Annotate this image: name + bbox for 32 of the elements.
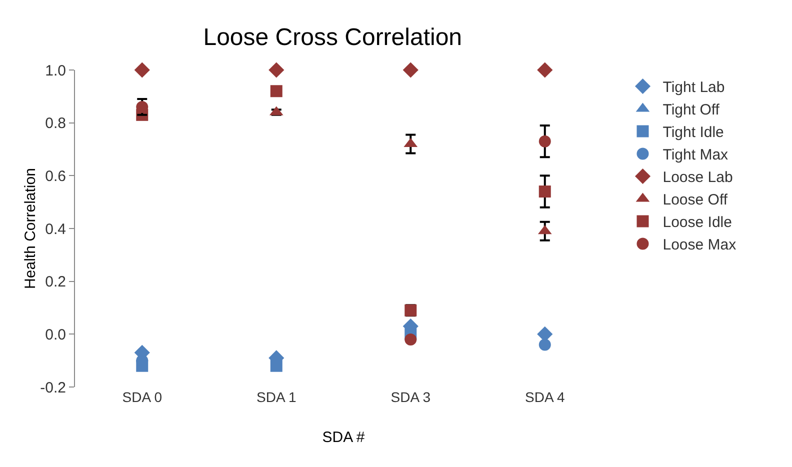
y-tick-label: 0.8 [45,115,66,132]
x-tick-label: SDA 1 [256,389,296,405]
y-tick-label: -0.2 [40,379,66,396]
legend-label: Tight Max [662,146,729,164]
y-axis-title: Health Correlation [22,168,39,289]
legend-label: Loose Off [662,192,728,209]
x-tick-label: SDA 3 [390,389,431,405]
y-tick-label: 1.0 [45,62,66,80]
x-axis-title: SDA # [322,429,366,446]
legend-label: Loose Idle [662,214,732,232]
point [268,62,284,78]
chart-title: Loose Cross Correlation [203,24,462,51]
point [402,62,418,78]
y-tick-label: 0.6 [45,168,66,185]
y-tick-label: 0.4 [45,220,66,238]
point [404,333,417,346]
y-tick-label: 0.2 [45,274,66,291]
point [538,135,551,148]
x-tick-label: SDA 0 [122,389,162,405]
point [538,186,551,198]
legend-label: Tight Lab [662,79,725,96]
y-tick-label: 0.0 [45,326,66,344]
legend-label: Tight Off [662,102,720,119]
point [134,62,150,78]
legend-label: Loose Lab [662,169,733,186]
legend-label: Loose Max [662,236,737,254]
legend-label: Tight Idle [662,124,724,142]
point [538,338,551,351]
point [270,360,282,372]
point [270,85,282,98]
point [537,62,553,78]
x-tick-label: SDA 4 [525,389,565,405]
